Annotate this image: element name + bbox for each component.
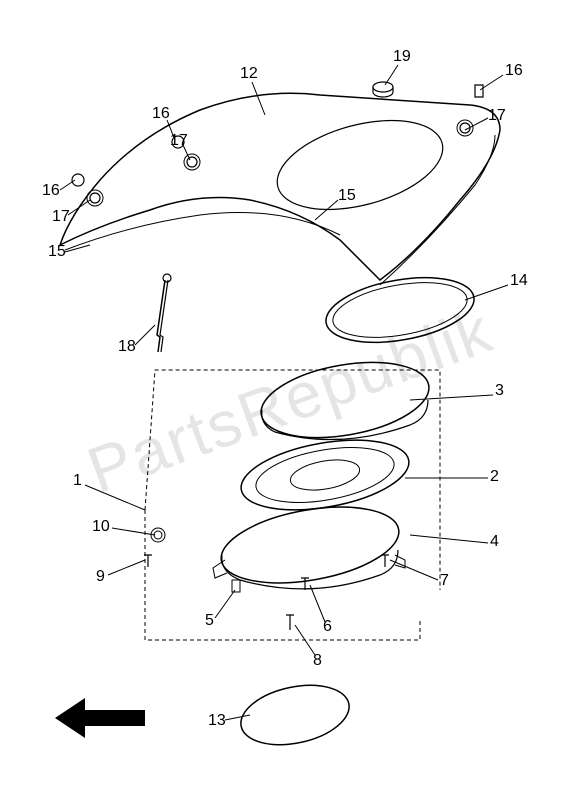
callout-16-tl: 16 xyxy=(152,105,170,123)
upper-cover-part xyxy=(60,93,500,285)
callout-8: 8 xyxy=(313,652,322,670)
rod-stay-part xyxy=(157,274,171,352)
callout-16-tr: 16 xyxy=(505,62,523,80)
diagram-container: PartsRepublik xyxy=(0,0,579,800)
callout-2: 2 xyxy=(490,468,499,486)
callout-3: 3 xyxy=(495,382,504,400)
callout-16-ll: 16 xyxy=(42,182,60,200)
callout-10: 10 xyxy=(92,518,110,536)
callout-15-left: 15 xyxy=(48,243,66,261)
callout-13: 13 xyxy=(208,712,226,730)
direction-arrow xyxy=(55,698,145,738)
callout-17-tl: 17 xyxy=(170,132,188,150)
callout-6: 6 xyxy=(323,618,332,636)
small-fasteners xyxy=(144,528,389,630)
callout-15-right: 15 xyxy=(338,187,356,205)
assembly-bracket xyxy=(145,370,440,640)
bolt-washer-tr xyxy=(457,85,483,136)
callout-4: 4 xyxy=(490,533,499,551)
meter-housing xyxy=(213,495,405,595)
callout-5: 5 xyxy=(205,612,214,630)
callout-12: 12 xyxy=(240,65,258,83)
callout-9: 9 xyxy=(96,568,105,586)
gasket-ring xyxy=(321,267,479,352)
callout-1: 1 xyxy=(73,472,82,490)
callout-17-ll: 17 xyxy=(52,208,70,226)
meter-lens xyxy=(255,351,435,449)
callout-19: 19 xyxy=(393,48,411,66)
callout-14: 14 xyxy=(510,272,528,290)
callout-17-tr: 17 xyxy=(488,107,506,125)
grommet-part xyxy=(373,82,393,97)
callout-18: 18 xyxy=(118,338,136,356)
emblem-oval xyxy=(235,676,354,754)
callout-7: 7 xyxy=(440,572,449,590)
